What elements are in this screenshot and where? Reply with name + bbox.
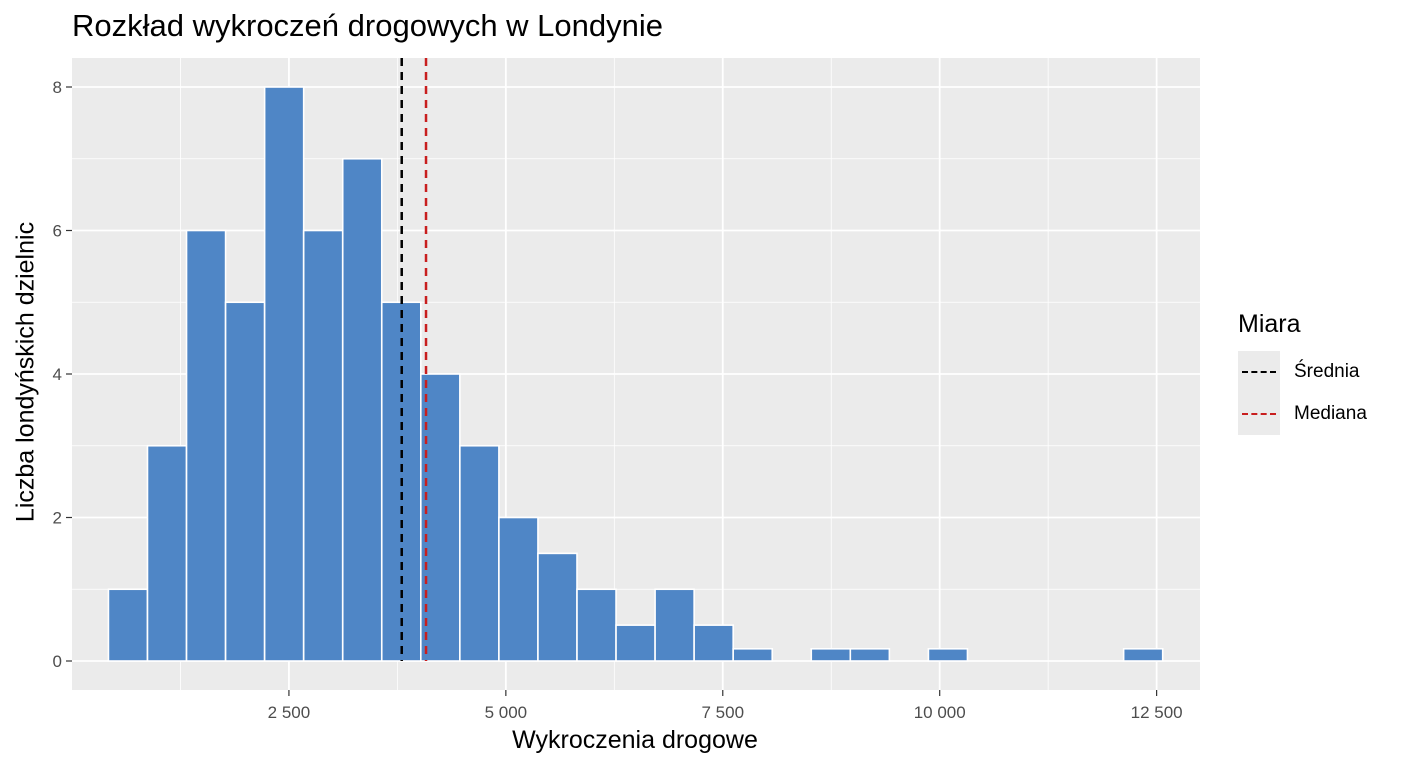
legend-item-median: Mediana	[1238, 393, 1367, 435]
x-axis-label: Wykroczenia drogowe	[512, 726, 758, 754]
legend-title: Miara	[1238, 310, 1301, 338]
x-tick-label: 7 500	[701, 703, 744, 722]
y-tick-label: 0	[53, 652, 62, 671]
histogram-bar	[654, 588, 695, 662]
histogram-bar	[576, 588, 617, 662]
legend: Miara Średnia Mediana	[1238, 310, 1367, 435]
y-axis-ticks: 0 2 4 6 8	[53, 78, 72, 671]
y-tick-label: 8	[53, 78, 62, 97]
x-tick-label: 12 500	[1131, 703, 1183, 722]
histogram-bar	[498, 516, 539, 662]
legend-key-median	[1238, 393, 1280, 435]
histogram-bar	[1122, 648, 1164, 662]
histogram-bar	[849, 648, 891, 662]
reference-lines	[400, 58, 428, 661]
histogram-bar	[146, 444, 188, 662]
histogram-bar	[420, 373, 461, 662]
histogram-bar	[302, 229, 344, 662]
legend-item-mean: Średnia	[1238, 351, 1367, 393]
legend-label-mean: Średnia	[1294, 361, 1360, 382]
x-tick-label: 2 500	[268, 703, 311, 722]
histogram-bar	[615, 624, 656, 662]
histogram-bar	[263, 86, 305, 662]
histogram-bar	[810, 648, 852, 662]
y-tick-label: 6	[53, 222, 62, 241]
y-tick-label: 4	[53, 365, 62, 384]
histogram-bar	[732, 648, 774, 662]
histogram-bar	[107, 588, 149, 662]
histogram-bar	[693, 624, 734, 662]
legend-key-mean	[1238, 351, 1280, 393]
histogram-bar	[927, 648, 969, 662]
y-tick-label: 2	[53, 509, 62, 528]
x-axis-ticks: 2 500 5 000 7 500 10 000 12 500	[268, 690, 1183, 722]
histogram-bar	[224, 301, 266, 662]
histogram-bar	[185, 229, 227, 662]
chart-title: Rozkład wykroczeń drogowych w Londynie	[72, 8, 664, 43]
histogram-bar	[341, 157, 383, 662]
x-tick-label: 10 000	[914, 703, 966, 722]
legend-label-median: Mediana	[1294, 403, 1367, 424]
bars-group	[107, 86, 1164, 662]
x-tick-label: 5 000	[485, 703, 528, 722]
histogram-bar	[459, 444, 500, 662]
histogram-bar	[537, 552, 578, 662]
